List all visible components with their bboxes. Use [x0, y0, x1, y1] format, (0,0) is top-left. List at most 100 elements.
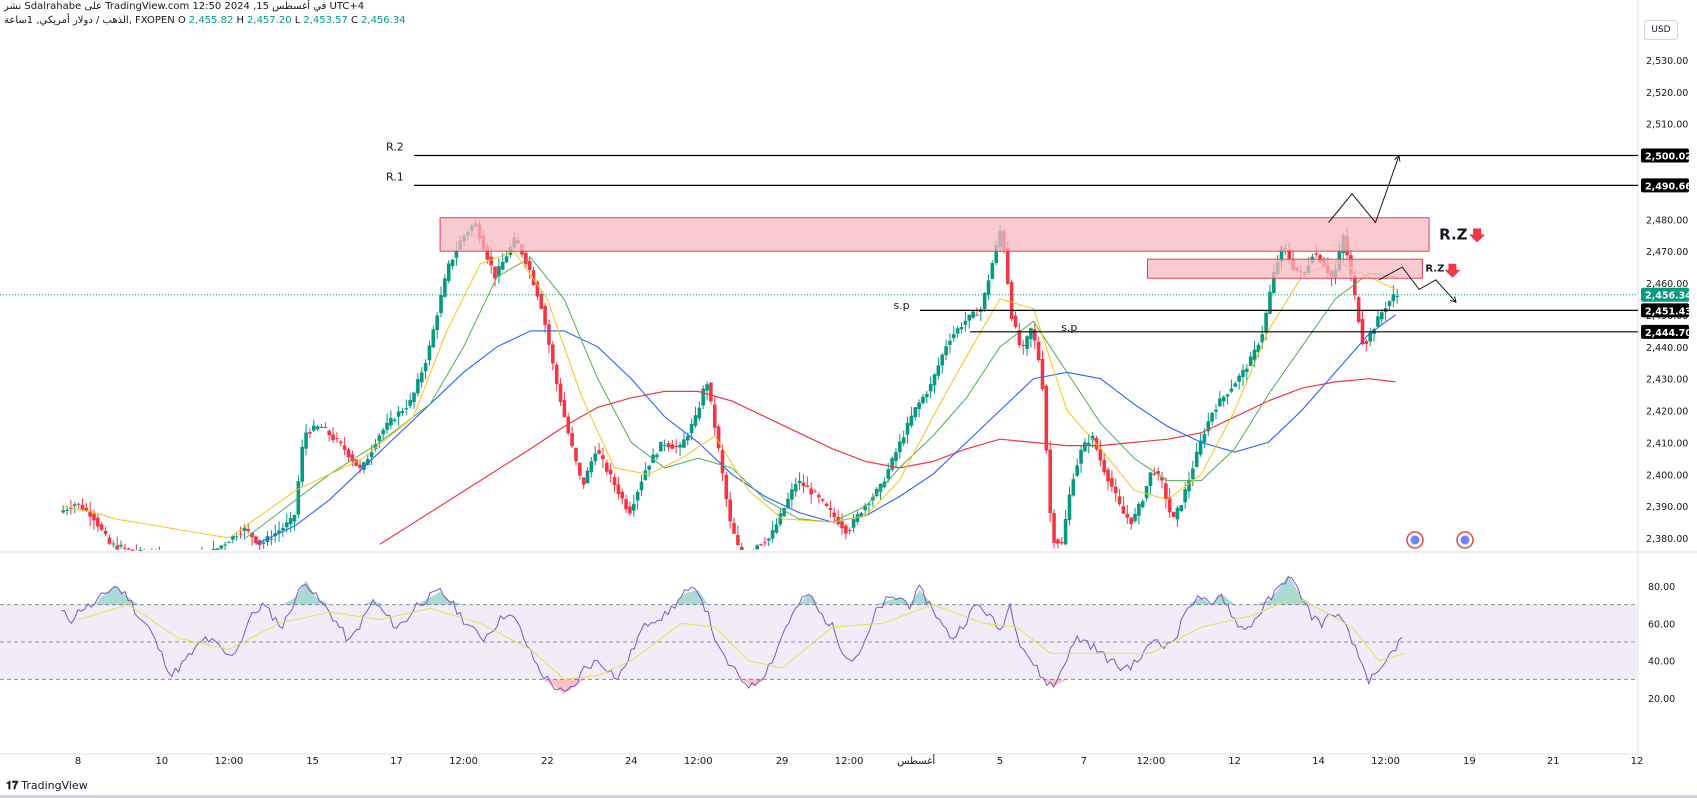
- rsi-overbought-fill: [698, 589, 709, 605]
- candle-body: [1198, 440, 1203, 455]
- candle-body: [1171, 511, 1176, 518]
- candle-body: [281, 527, 285, 531]
- candle-body: [1025, 336, 1029, 349]
- candle-body: [982, 292, 987, 309]
- candle-body: [917, 402, 921, 410]
- candle-body: [300, 446, 305, 482]
- candle-body: [1144, 485, 1149, 499]
- candle-body: [443, 278, 447, 297]
- candle-body: [1156, 471, 1160, 474]
- ema-fast-line: [61, 250, 1396, 539]
- candle-body: [1079, 449, 1083, 464]
- candle-body: [1391, 294, 1396, 302]
- rsi-overbought-fill: [1221, 593, 1235, 605]
- candle-body: [624, 499, 628, 510]
- candle-body: [755, 545, 759, 550]
- candle-body: [331, 434, 335, 440]
- candle-body: [335, 438, 339, 440]
- projection-arrow-icon: [1394, 154, 1401, 162]
- candle-body: [1252, 349, 1257, 360]
- candle-body: [1272, 272, 1276, 293]
- level-price-tag-text: 2,444.70: [1645, 328, 1692, 339]
- price-tick-label: 2,410.00: [1646, 438, 1688, 449]
- candle-body: [392, 419, 397, 422]
- candle-body: [898, 441, 902, 453]
- candle-body: [674, 446, 679, 448]
- time-tick-label: 12:00: [835, 756, 864, 767]
- candle-body: [1059, 541, 1064, 544]
- candle-body: [994, 245, 999, 263]
- candle-body: [1021, 344, 1026, 346]
- candle-body: [886, 469, 891, 479]
- candle-body: [539, 294, 544, 309]
- candle-body: [1179, 505, 1184, 511]
- candle-body: [716, 426, 721, 449]
- chart-header: نشر Sdalrahabe على TradingView.com في أغ…: [4, 0, 406, 28]
- candle-body: [250, 532, 254, 538]
- time-tick-label: 14: [1312, 756, 1325, 767]
- candle-body: [346, 449, 351, 458]
- candle-body: [338, 441, 343, 444]
- level-price-tag-text: 2,451.43: [1645, 306, 1692, 317]
- candle-body: [809, 488, 813, 495]
- rsi-overbought-fill: [128, 597, 139, 605]
- down-arrow-icon: [1444, 263, 1461, 278]
- candle-body: [246, 529, 251, 532]
- support-label: s.p: [893, 299, 909, 312]
- time-tick-label: 12:00: [1371, 756, 1400, 767]
- candle-body: [412, 392, 416, 403]
- candle-body: [562, 400, 567, 417]
- candle-body: [1352, 275, 1357, 296]
- rsi-overbought-fill: [1254, 600, 1269, 605]
- candle-body: [1356, 297, 1361, 323]
- candle-body: [223, 544, 227, 546]
- candle-body: [1063, 518, 1068, 545]
- candle-body: [959, 327, 964, 330]
- candle-body: [80, 504, 85, 510]
- price-tick-label: 2,440.00: [1646, 343, 1688, 354]
- candle-body: [234, 536, 239, 538]
- candle-body: [620, 491, 625, 499]
- candle-body: [1117, 496, 1122, 504]
- candle-body: [350, 454, 355, 462]
- candle-body: [867, 503, 871, 505]
- candle-body: [84, 507, 89, 511]
- ema-long-line: [379, 378, 1396, 545]
- candle-body: [158, 555, 162, 556]
- currency-button[interactable]: USD: [1644, 20, 1678, 40]
- time-tick-label: 12: [1228, 756, 1241, 767]
- price-tick-label: 2,380.00: [1646, 534, 1688, 545]
- candle-body: [69, 508, 73, 510]
- candle-body: [894, 452, 898, 462]
- time-tick-label: 29: [776, 756, 789, 767]
- rsi-oversold-fill: [751, 679, 766, 687]
- candle-body: [921, 396, 925, 404]
- candle-body: [319, 426, 324, 428]
- time-tick-label: 7: [1081, 756, 1087, 767]
- ohlc-close: C 2,456.34: [351, 15, 406, 26]
- candle-body: [292, 514, 297, 522]
- rsi-tick-label: 40.00: [1648, 657, 1675, 668]
- candle-body: [701, 388, 705, 406]
- candle-body: [1187, 480, 1191, 492]
- candle-body: [859, 512, 864, 517]
- candle-body: [1214, 409, 1218, 412]
- price-chart[interactable]: R.Z R.Z R.2 R.1 s.p s.p 2,530.00 2,520.00 2,510…: [0, 0, 1697, 770]
- candle-body: [763, 542, 767, 544]
- candle-body: [805, 485, 810, 488]
- candle-body: [828, 508, 833, 511]
- candle-body: [215, 548, 220, 550]
- candle-body: [728, 499, 732, 522]
- candle-body: [1279, 246, 1284, 262]
- candle-body: [1052, 513, 1056, 543]
- candle-body: [435, 315, 439, 331]
- candle-body: [786, 498, 790, 508]
- candle-body: [1110, 478, 1114, 487]
- candle-body: [1129, 517, 1133, 525]
- candle-body: [304, 432, 308, 449]
- candle-body: [1017, 330, 1022, 346]
- rsi-overbought-fill: [798, 593, 809, 605]
- tradingview-logo[interactable]: 𝟏𝟕 TradingView: [6, 779, 88, 793]
- candle-body: [400, 410, 405, 414]
- candle-body: [612, 477, 617, 486]
